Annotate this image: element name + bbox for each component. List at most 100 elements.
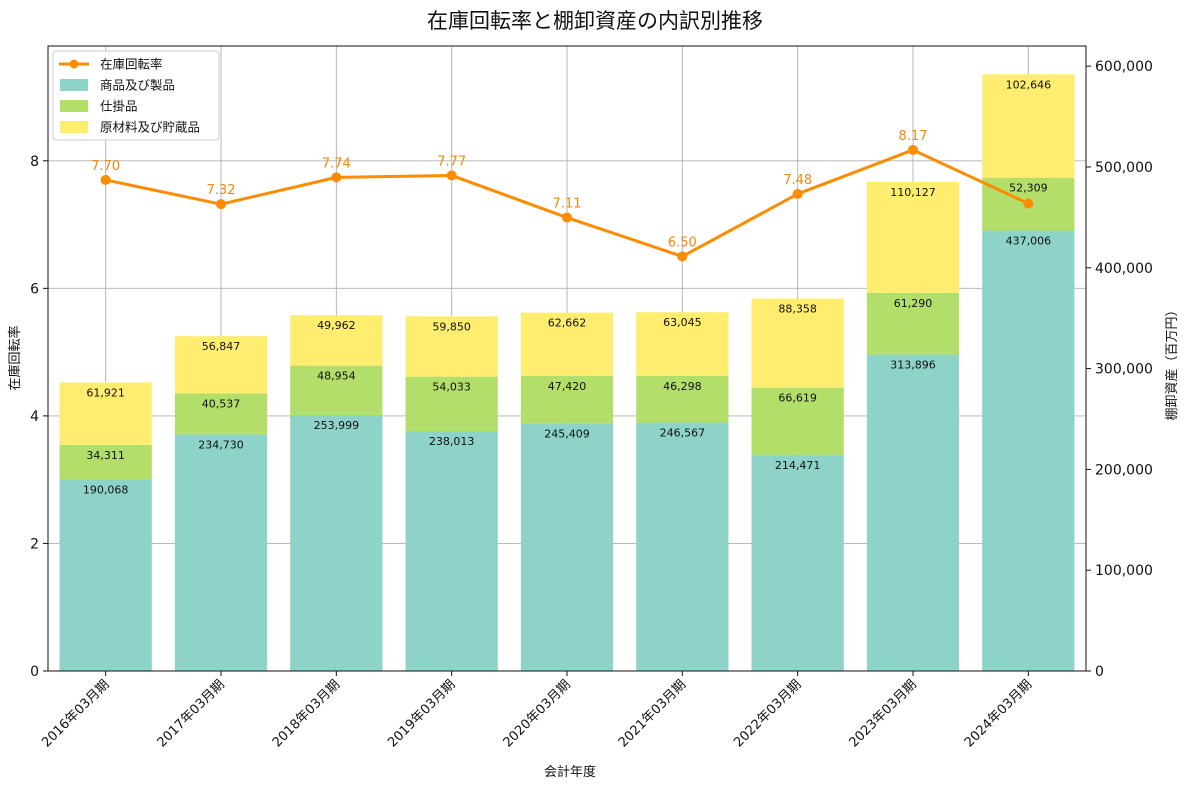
turnover-value-label: 6.50 [668,235,697,250]
turnover-point [446,170,457,181]
bar-value-label: 40,537 [202,398,241,411]
x-tick-label: 2018年03月期 [270,677,343,750]
bar [59,382,152,445]
bar [866,354,960,671]
bar-value-label: 54,033 [432,381,471,394]
turnover-value-label: 7.11 [553,197,582,212]
bar [174,434,268,671]
bar-value-label: 214,471 [775,459,821,472]
bars [59,74,1075,671]
bar [982,230,1075,671]
bar-value-label: 63,045 [663,316,702,329]
y-left-tick-label: 8 [30,154,39,170]
bar [59,444,152,480]
bar-value-label: 238,013 [429,435,475,448]
legend-label: 原材料及び貯蔵品 [100,120,200,135]
x-tick-label: 2020年03月期 [501,677,574,750]
y-left-tick-label: 6 [30,281,39,297]
legend-line-marker [69,59,79,69]
bar-value-label: 48,954 [317,370,356,383]
bar-value-label: 47,420 [548,380,587,393]
turnover-value-label: 7.77 [437,154,466,169]
x-tick-label: 2022年03月期 [731,677,804,750]
bar [290,315,383,366]
legend-label: 商品及び製品 [100,78,175,93]
y-right-tick-label: 600,000 [1095,59,1153,75]
turnover-value-label: 7.32 [207,183,236,198]
legend-box [52,50,220,141]
y-left-tick-label: 2 [30,536,39,552]
bar [290,365,383,415]
bar [751,387,844,455]
y-right-tick-label: 500,000 [1095,160,1153,176]
bar [982,74,1075,178]
bar-value-label: 190,068 [83,483,129,496]
bar-value-label: 245,409 [544,428,590,441]
x-tick-label: 2023年03月期 [847,677,920,750]
y-right-tick-label: 400,000 [1095,261,1153,277]
x-tick-label: 2021年03月期 [616,677,689,750]
y-left-tick-label: 0 [30,664,39,680]
turnover-point [216,199,226,210]
bar-value-label: 34,311 [86,449,125,462]
bar-value-label: 61,290 [894,297,933,310]
turnover-point [562,212,572,223]
bar-value-label: 46,298 [663,380,702,393]
y-right-tick-label: 300,000 [1095,362,1153,378]
chart-title: 在庫回転率と棚卸資産の内訳別推移 [427,9,763,33]
legend-label: 在庫回転率 [100,57,163,72]
bar-value-label: 110,127 [890,186,936,199]
bar-value-label: 88,358 [778,303,817,316]
bar-value-label: 56,847 [202,340,241,353]
bar-value-label: 437,006 [1006,234,1052,247]
turnover-value-label: 7.70 [91,159,120,174]
legend-swatch [60,121,88,133]
bar-value-label: 52,309 [1009,182,1048,195]
bar-value-label: 234,730 [198,438,244,451]
y-axis-right-label: 棚卸資産（百万円） [1164,303,1180,420]
turnover-value-label: 8.17 [899,129,928,144]
bar-value-label: 59,850 [432,320,471,333]
x-tick-label: 2024年03月期 [962,677,1035,750]
bar-value-label: 253,999 [314,419,360,432]
y-left-tick-label: 4 [30,409,39,425]
bar [520,423,614,671]
turnover-value-label: 7.48 [783,173,812,188]
bar [520,375,614,424]
turnover-point [331,172,342,183]
bar [636,312,729,376]
bar-value-label: 61,921 [86,386,125,399]
bar-value-label: 102,646 [1006,78,1052,91]
x-tick-label: 2017年03月期 [155,677,228,750]
turnover-line [100,144,1034,262]
bar [866,292,960,355]
bar [636,375,729,423]
bar [405,431,498,671]
y-right-tick-label: 100,000 [1095,563,1153,579]
bar [174,393,268,435]
turnover-point [908,144,918,155]
x-tick-label: 2019年03月期 [385,677,458,750]
bar [290,414,383,671]
turnover-point [677,251,688,262]
bar [520,312,614,376]
y-axis-left-label: 在庫回転率 [7,325,23,390]
turnover-point [100,174,111,185]
bar [866,181,960,293]
bar [174,336,268,394]
bar-value-label: 62,662 [548,317,587,330]
legend-label: 仕掛品 [100,99,138,114]
turnover-value-label: 7.74 [322,156,351,171]
bar-value-label: 246,567 [660,426,706,439]
bar-value-label: 66,619 [778,392,817,405]
x-tick-label: 2016年03月期 [39,677,112,750]
bar-value-label: 49,962 [317,319,356,332]
turnover-point [1023,198,1034,209]
turnover-point [792,188,803,199]
x-axis-label: 会計年度 [544,764,596,780]
bar [751,454,844,671]
bar [405,316,498,377]
bar [636,422,729,671]
